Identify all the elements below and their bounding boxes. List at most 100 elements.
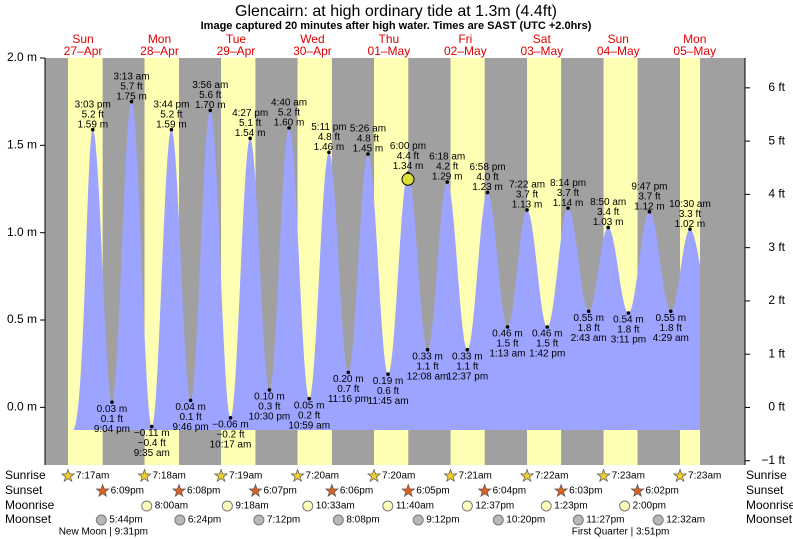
tide-feet-label: 0.3 ft: [258, 402, 280, 413]
sunset-icon: [401, 483, 416, 498]
y2-tick-label: 1 ft: [768, 346, 785, 360]
sunset-time: 6:09pm: [111, 486, 144, 497]
tide-time: 9:46 pm: [173, 422, 209, 433]
sunset-time: 6:04pm: [493, 486, 526, 497]
tide-feet-label: 0.7 ft: [337, 384, 359, 395]
tide-feet-label: 3.7 ft: [516, 190, 538, 201]
tide-feet-label: 5.2 ft: [82, 109, 104, 120]
tide-point: [149, 424, 154, 429]
y-tick-label: 1.0 m: [7, 225, 37, 239]
moonset-time: 8:08pm: [346, 515, 379, 526]
tide-height-label: −0.11 m: [134, 428, 170, 439]
tide-point: [287, 126, 291, 130]
day-date: 05–May: [673, 44, 716, 58]
y-tick-label: 0.0 m: [7, 400, 37, 414]
tide-point: [606, 225, 610, 230]
sunset-icon: [95, 483, 110, 498]
moonrise-icon: [302, 500, 314, 512]
tide-feet-label: 1.5 ft: [496, 339, 518, 350]
sunset-icon: [553, 483, 569, 498]
moonset-icon: [332, 514, 344, 526]
y2-tick-label: 6 ft: [768, 80, 785, 94]
sunrise-time: 7:17am: [76, 471, 109, 482]
day-name: Sun: [72, 32, 93, 46]
y2-tick-label: 3 ft: [768, 240, 785, 254]
tide-time: 11:45 am: [368, 396, 409, 407]
tide-height-label: 1.59 m: [156, 119, 187, 130]
y-tick-label: 2.0 m: [7, 50, 37, 64]
y-tick-label: 0.5 m: [7, 312, 37, 326]
moon-phase: New Moon | 9:31pm: [59, 527, 148, 538]
tide-height-label: 1.59 m: [77, 119, 108, 130]
sunrise-time: 7:19am: [229, 471, 262, 482]
row-label-right: Sunrise: [746, 468, 787, 482]
tide-point: [169, 127, 174, 132]
sunrise-icon: [596, 468, 611, 483]
tide-point: [647, 209, 652, 214]
sunset-icon: [324, 483, 340, 498]
tide-height-label: 0.46 m: [532, 329, 563, 340]
tide-point: [248, 136, 252, 141]
day-date: 30–Apr: [293, 44, 332, 58]
moonset-icon: [492, 514, 504, 526]
tide-height-label: 1.54 m: [235, 128, 266, 139]
row-label: Moonset: [5, 512, 52, 526]
tide-time: 3:44 pm: [153, 99, 189, 110]
tide-point: [267, 388, 272, 392]
tide-point: [110, 400, 114, 404]
y2-tick-label: 2 ft: [768, 293, 785, 307]
day-name: Wed: [300, 32, 324, 46]
tide-area: [72, 101, 701, 430]
y2-tick-label: 5 ft: [768, 133, 785, 147]
day-date: 02–May: [444, 44, 487, 58]
moonrise-time: 2:00pm: [633, 501, 666, 512]
tide-time: 8:50 am: [590, 197, 626, 208]
moonset-icon: [253, 514, 265, 526]
tide-feet-label: 1.8 ft: [660, 323, 682, 334]
sunrise-icon: [213, 468, 229, 483]
day-name: Sun: [608, 32, 629, 46]
sunrise-icon: [443, 468, 458, 483]
moonset-icon: [412, 514, 424, 526]
tide-feet-label: −0.2 ft: [216, 429, 244, 440]
tide-time: 8:14 pm: [550, 178, 586, 189]
row-label-right: Moonset: [746, 512, 793, 526]
tide-height-label: −0.06 m: [212, 419, 248, 430]
sunset-time: 6:02pm: [646, 486, 679, 497]
moonset-time: 10:20pm: [506, 515, 545, 526]
sunrise-icon: [60, 468, 76, 483]
tide-time: 5:26 am: [350, 124, 386, 135]
moonset-icon: [652, 514, 664, 526]
tide-feet-label: 1.1 ft: [456, 361, 478, 372]
tide-height-label: 0.05 m: [294, 400, 325, 411]
tide-feet-label: 5.2 ft: [160, 109, 182, 120]
tide-feet-label: 5.2 ft: [278, 108, 300, 119]
moon-phase: First Quarter | 3:51pm: [572, 527, 670, 538]
tide-time: 4:29 am: [653, 333, 689, 344]
day-name: Tue: [226, 32, 247, 46]
sunset-time: 6:07pm: [263, 486, 296, 497]
sunrise-time: 7:20am: [306, 471, 339, 482]
moonrise-icon: [221, 500, 233, 512]
no-data: [700, 58, 745, 465]
tide-feet-label: 3.3 ft: [679, 209, 701, 220]
day-name: Fri: [458, 32, 472, 46]
sunrise-icon: [137, 468, 152, 483]
tide-feet-label: 4.8 ft: [357, 134, 379, 145]
tide-time: 12:08 am: [407, 371, 449, 382]
moonrise-time: 12:37pm: [475, 501, 514, 512]
y2-tick-label: 0 ft: [768, 400, 785, 414]
sunrise-icon: [366, 468, 382, 483]
moonset-time: 11:27pm: [586, 515, 624, 526]
chart-subtitle: Image captured 20 minutes after high wat…: [201, 20, 592, 32]
tide-point: [188, 398, 193, 403]
tide-height-label: 1.45 m: [353, 144, 384, 155]
tide-height-label: 1.23 m: [472, 182, 503, 193]
tide-time: 9:35 am: [134, 448, 170, 459]
tide-feet-label: 3.7 ft: [557, 188, 579, 199]
tide-point: [208, 108, 213, 113]
tide-time: 3:13 am: [113, 71, 149, 82]
tide-time: 1:42 pm: [529, 349, 565, 360]
tide-feet-label: 4.4 ft: [397, 151, 419, 162]
